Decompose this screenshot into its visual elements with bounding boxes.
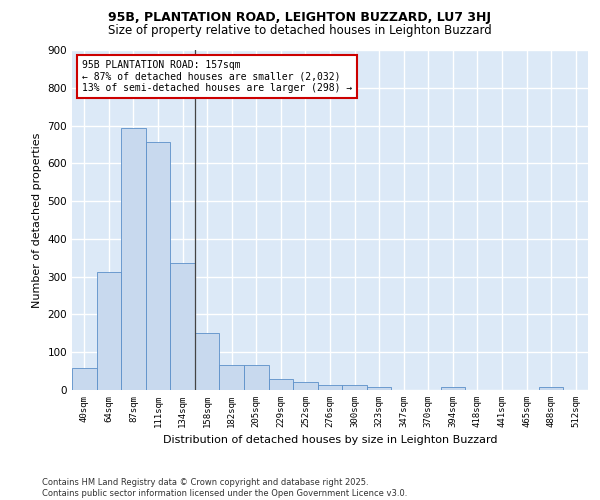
Text: Size of property relative to detached houses in Leighton Buzzard: Size of property relative to detached ho… — [108, 24, 492, 37]
Bar — [195, 332, 220, 390]
Bar — [97, 272, 121, 390]
Bar — [269, 378, 293, 390]
Text: 95B, PLANTATION ROAD, LEIGHTON BUZZARD, LU7 3HJ: 95B, PLANTATION ROAD, LEIGHTON BUZZARD, … — [109, 11, 491, 24]
Y-axis label: Number of detached properties: Number of detached properties — [32, 132, 42, 308]
X-axis label: Distribution of detached houses by size in Leighton Buzzard: Distribution of detached houses by size … — [163, 436, 497, 446]
Bar — [72, 368, 97, 390]
Bar — [146, 142, 170, 390]
Bar — [318, 386, 342, 390]
Bar — [293, 382, 318, 390]
Bar — [440, 388, 465, 390]
Bar — [121, 128, 146, 390]
Text: 95B PLANTATION ROAD: 157sqm
← 87% of detached houses are smaller (2,032)
13% of : 95B PLANTATION ROAD: 157sqm ← 87% of det… — [82, 60, 353, 94]
Text: Contains HM Land Registry data © Crown copyright and database right 2025.
Contai: Contains HM Land Registry data © Crown c… — [42, 478, 407, 498]
Bar — [244, 366, 269, 390]
Bar — [170, 264, 195, 390]
Bar — [220, 366, 244, 390]
Bar — [539, 388, 563, 390]
Bar — [367, 386, 391, 390]
Bar — [342, 386, 367, 390]
